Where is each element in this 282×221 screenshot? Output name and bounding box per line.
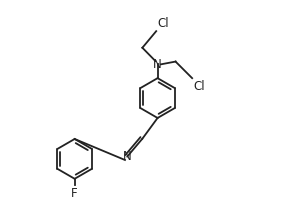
Text: N: N bbox=[153, 58, 162, 71]
Text: F: F bbox=[71, 187, 78, 200]
Text: Cl: Cl bbox=[193, 80, 205, 93]
Text: Cl: Cl bbox=[158, 17, 169, 30]
Text: N: N bbox=[123, 150, 131, 163]
